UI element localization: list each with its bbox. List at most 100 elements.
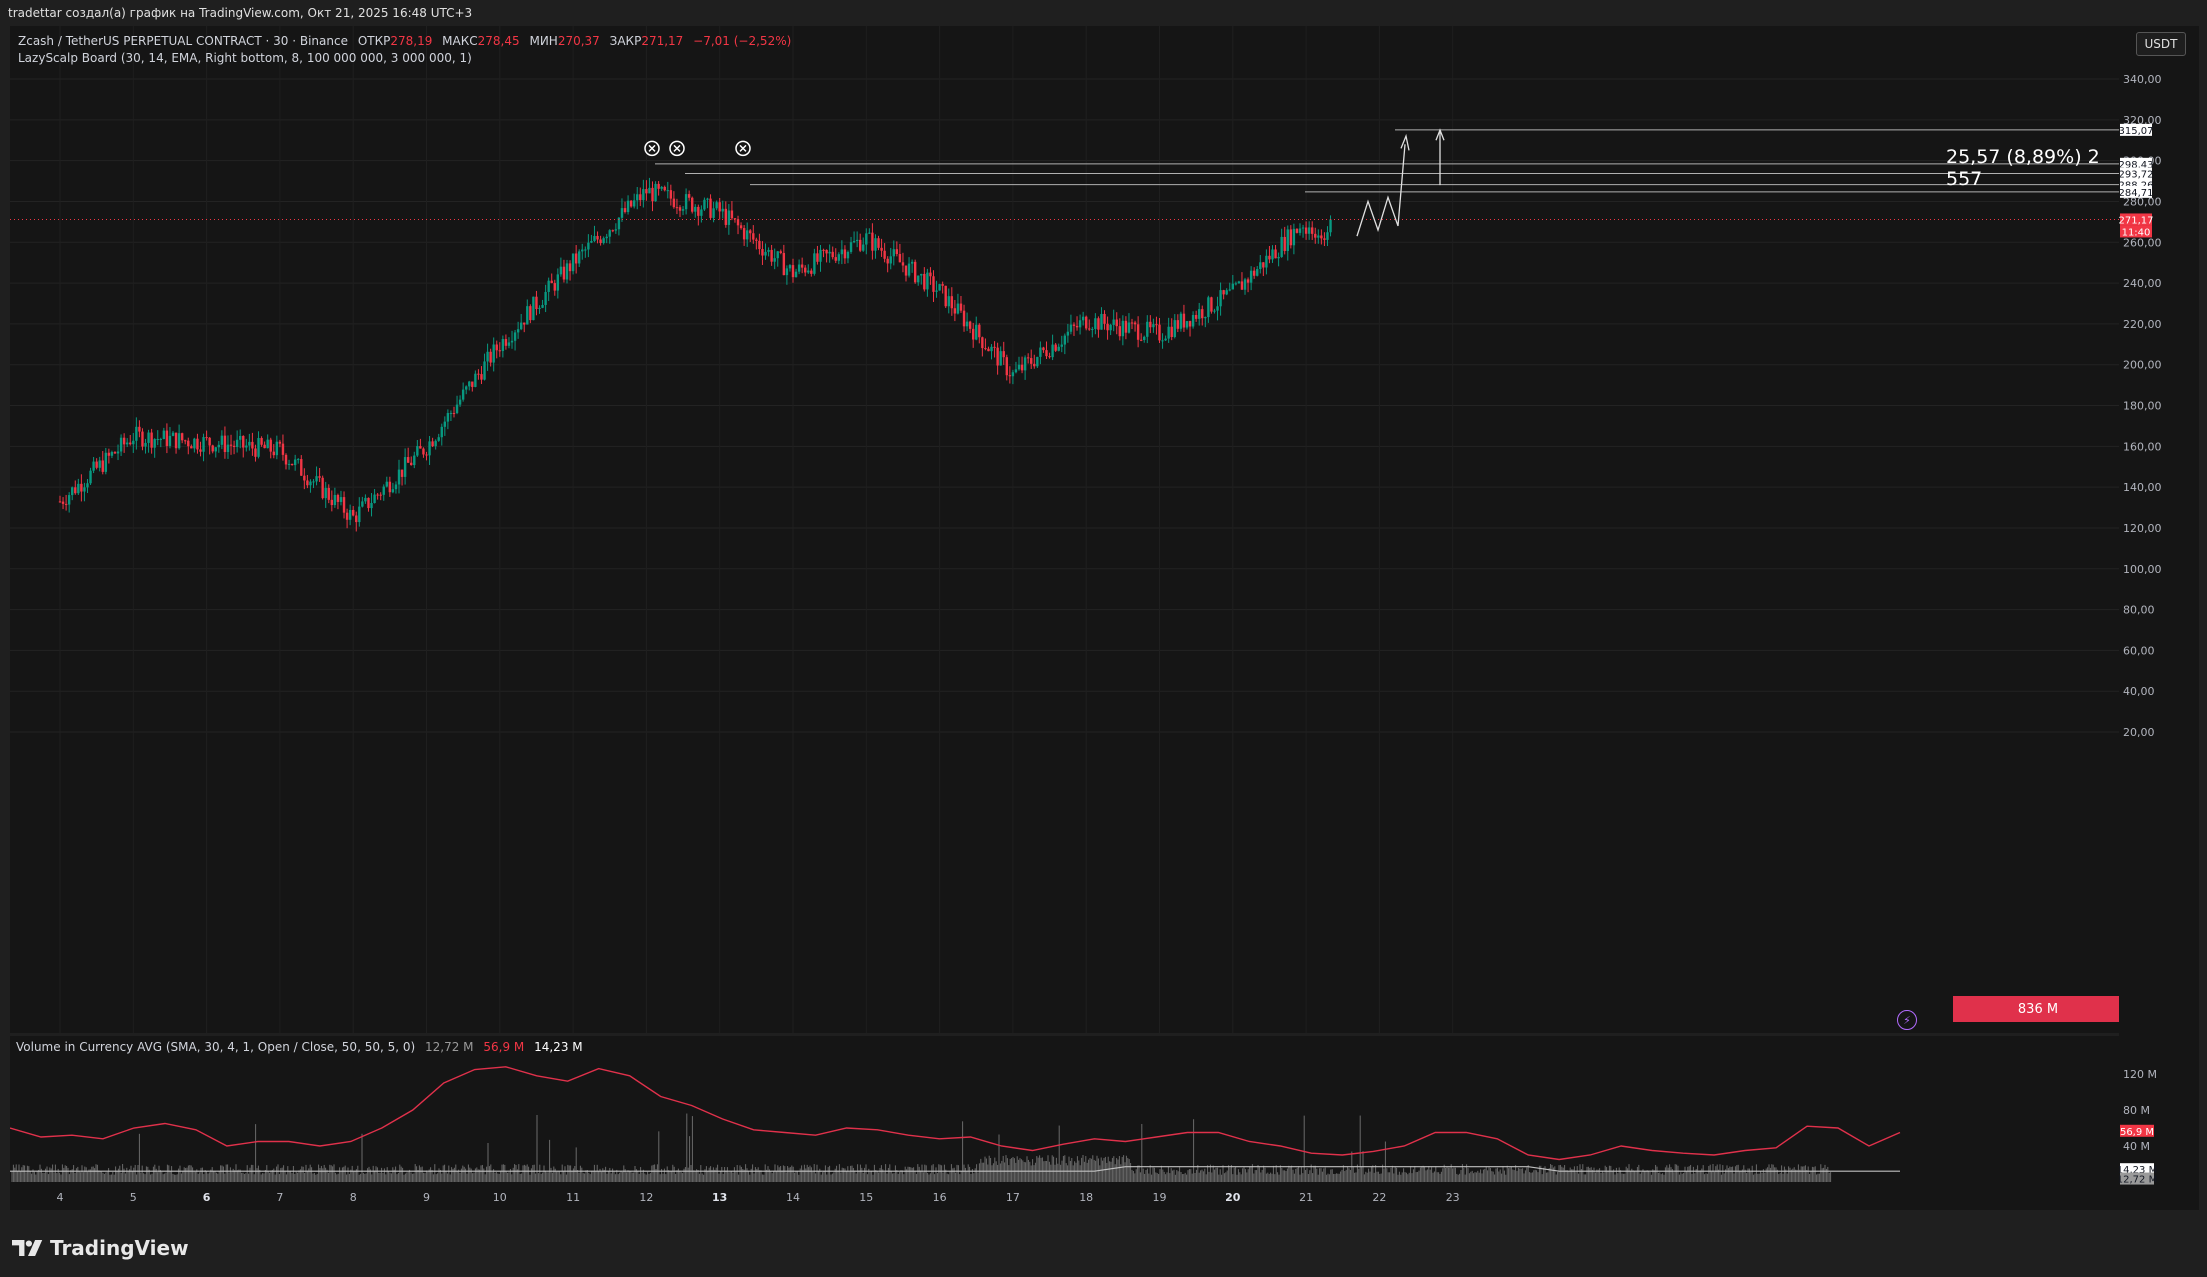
- volume-baseline-line: [10, 1166, 1900, 1172]
- candle-body: [745, 230, 749, 240]
- candle-body: [779, 251, 782, 253]
- candle-body: [968, 321, 972, 329]
- candle-body: [773, 258, 776, 262]
- candle-body: [223, 435, 227, 453]
- candle-body: [98, 460, 101, 468]
- candle-body: [284, 454, 288, 465]
- candle-body: [202, 437, 205, 452]
- price-pane[interactable]: Zcash / TetherUS PERPETUAL CONTRACT · 30…: [10, 26, 2123, 1033]
- currency-button[interactable]: USDT: [2136, 32, 2186, 56]
- volume-pane[interactable]: Volume in Currency AVG (SMA, 30, 4, 1, O…: [10, 1036, 2119, 1184]
- candle-body: [339, 497, 343, 502]
- candle-body: [1286, 229, 1289, 252]
- volume-legend-name[interactable]: Volume in Currency AVG (SMA, 30, 4, 1, O…: [16, 1040, 416, 1054]
- candle-body: [150, 432, 153, 448]
- indicator-legend[interactable]: LazyScalp Board (30, 14, EMA, Right bott…: [18, 51, 472, 65]
- price-axis[interactable]: 340,00320,00300,00280,00260,00240,00220,…: [2119, 26, 2199, 1210]
- candle-body: [1219, 290, 1222, 307]
- candle-body: [804, 267, 807, 273]
- candle-body: [556, 274, 560, 291]
- candle-body: [1271, 249, 1274, 260]
- candle-body: [507, 342, 511, 346]
- candle-body: [788, 265, 792, 269]
- candle-body: [306, 480, 309, 486]
- candle-body: [513, 332, 517, 341]
- candle-body: [706, 198, 709, 200]
- candle-body: [877, 238, 880, 248]
- candle-body: [852, 241, 856, 243]
- arrow-head: [1400, 133, 1410, 151]
- candle-body: [1268, 255, 1271, 260]
- candle-body: [324, 487, 327, 499]
- candle-body: [1259, 262, 1262, 270]
- candle-body: [104, 452, 108, 472]
- candle-body: [269, 439, 272, 452]
- candle-body: [1234, 283, 1238, 285]
- candle-body: [1045, 350, 1048, 357]
- lightning-icon[interactable]: ⚡: [1897, 1010, 1917, 1030]
- candle-body: [116, 451, 120, 454]
- candle-body: [648, 187, 651, 194]
- candle-body: [489, 351, 492, 363]
- candle-body: [1314, 233, 1317, 238]
- candle-body: [865, 233, 868, 245]
- candle-body: [599, 239, 602, 244]
- candle-body: [1194, 315, 1198, 319]
- candle-body: [1256, 269, 1259, 276]
- candle-body: [767, 249, 770, 252]
- candle-body: [1143, 336, 1146, 340]
- candle-body: [1011, 372, 1015, 377]
- candle-body: [962, 310, 966, 327]
- candle-body: [327, 487, 330, 500]
- candlestick-chart[interactable]: [10, 26, 2119, 1033]
- symbol-name[interactable]: Zcash / TetherUS PERPETUAL CONTRACT · 30…: [18, 34, 348, 48]
- candle-body: [80, 483, 83, 492]
- candle-body: [981, 337, 984, 349]
- candle-body: [993, 346, 996, 348]
- candle-body: [632, 200, 636, 207]
- high-value: 278,45: [477, 34, 520, 48]
- candle-body: [730, 210, 734, 219]
- candle-body: [904, 265, 908, 276]
- time-axis[interactable]: 4 5 6 7 8 9 10 11 12 13 14 15 16 17 18 19 20 21 22 23: [10, 1184, 2119, 1210]
- price-tick-label: 200,00: [2123, 359, 2162, 372]
- candle-body: [132, 440, 135, 445]
- candle-body: [355, 515, 358, 523]
- candle-body: [858, 239, 862, 251]
- candle-body: [553, 283, 556, 291]
- svg-text:315,07: 315,07: [2119, 126, 2154, 137]
- candle-body: [611, 230, 615, 232]
- candle-body: [416, 446, 419, 456]
- candle-body: [67, 495, 71, 505]
- candle-body: [1060, 344, 1063, 347]
- candle-body: [1311, 227, 1314, 234]
- candle-body: [266, 439, 269, 449]
- candle-body: [975, 324, 978, 340]
- candle-body: [468, 381, 471, 387]
- candle-body: [1133, 322, 1137, 325]
- candle-body: [1039, 347, 1042, 357]
- candle-body: [636, 194, 639, 201]
- candle-body: [883, 250, 886, 259]
- candle-body: [431, 441, 434, 447]
- candle-body: [119, 437, 123, 452]
- candle-body: [1222, 290, 1225, 295]
- candle-body: [376, 494, 379, 496]
- candle-body: [272, 451, 275, 456]
- volume-axis-label: 14,23 M: [2119, 1163, 2157, 1176]
- candle-body: [1185, 321, 1189, 328]
- close-circle-icon: [648, 144, 656, 152]
- candle-body: [1075, 325, 1079, 328]
- projection-path: [1356, 144, 1406, 237]
- volume-chart[interactable]: [10, 1036, 2119, 1184]
- volume-legend: Volume in Currency AVG (SMA, 30, 4, 1, O…: [16, 1040, 589, 1054]
- candle-body: [1225, 290, 1228, 295]
- tradingview-logo[interactable]: TradingView: [12, 1236, 189, 1260]
- candle-body: [626, 200, 630, 213]
- candle-body: [1094, 318, 1097, 329]
- candle-body: [593, 235, 596, 241]
- candle-body: [312, 481, 315, 483]
- candle-body: [1201, 309, 1204, 319]
- candle-body: [672, 198, 676, 208]
- candle-body: [251, 441, 254, 449]
